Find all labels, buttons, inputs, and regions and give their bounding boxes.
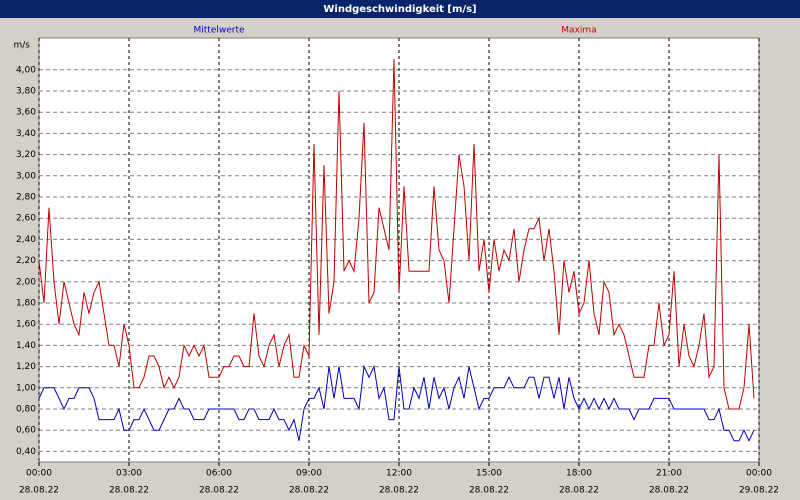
y-tick-label: 3,40	[16, 129, 36, 139]
y-tick-label: 2,40	[16, 235, 36, 245]
series-line	[38, 364, 755, 442]
x-tick-date: 28.08.22	[289, 486, 329, 496]
y-tick-label: 2,60	[16, 214, 36, 224]
y-tick-label: 1,00	[16, 383, 36, 393]
y-tick-label: 4,00	[16, 65, 36, 75]
y-tick-label: 1,60	[16, 320, 36, 330]
x-tick-label: 00:00	[26, 469, 52, 479]
y-tick-label: 1,80	[16, 299, 36, 309]
y-tick-label: 2,20	[16, 256, 36, 266]
y-tick-label: 1,20	[16, 362, 36, 372]
title-bar	[0, 0, 800, 18]
x-tick-label: 21:00	[656, 469, 682, 479]
y-tick-label: 3,80	[16, 87, 36, 97]
y-tick-label: 0,80	[16, 405, 36, 415]
x-tick-date: 28.08.22	[649, 486, 689, 496]
x-tick-label: 15:00	[476, 469, 502, 479]
y-tick-label: 0,60	[16, 426, 36, 436]
x-tick-date: 28.08.22	[109, 486, 149, 496]
x-tick-label: 09:00	[296, 469, 322, 479]
x-tick-label: 00:00	[746, 469, 772, 479]
y-tick-label: 0,40	[16, 447, 36, 457]
chart-title: Windgeschwindigkeit [m/s]	[323, 4, 476, 15]
series-line	[38, 59, 755, 410]
x-tick-label: 12:00	[386, 469, 412, 479]
x-tick-date: 29.08.22	[739, 486, 779, 496]
y-tick-label: 1,40	[16, 341, 36, 351]
x-tick-label: 18:00	[566, 469, 592, 479]
legend-label: Maxima	[561, 26, 596, 36]
y-tick-label: 3,00	[16, 171, 36, 181]
x-tick-date: 28.08.22	[469, 486, 509, 496]
y-tick-label: 3,20	[16, 150, 36, 160]
y-tick-label: 3,60	[16, 108, 36, 118]
y-axis-label: m/s	[14, 41, 31, 51]
y-tick-label: 2,00	[16, 277, 36, 287]
x-tick-date: 28.08.22	[199, 486, 239, 496]
x-tick-date: 28.08.22	[19, 486, 59, 496]
x-tick-date: 28.08.22	[559, 486, 599, 496]
x-tick-date: 28.08.22	[379, 486, 419, 496]
legend-label: Mittelwerte	[193, 26, 244, 36]
x-tick-label: 06:00	[206, 469, 232, 479]
y-tick-label: 2,80	[16, 193, 36, 203]
x-tick-label: 03:00	[116, 469, 142, 479]
